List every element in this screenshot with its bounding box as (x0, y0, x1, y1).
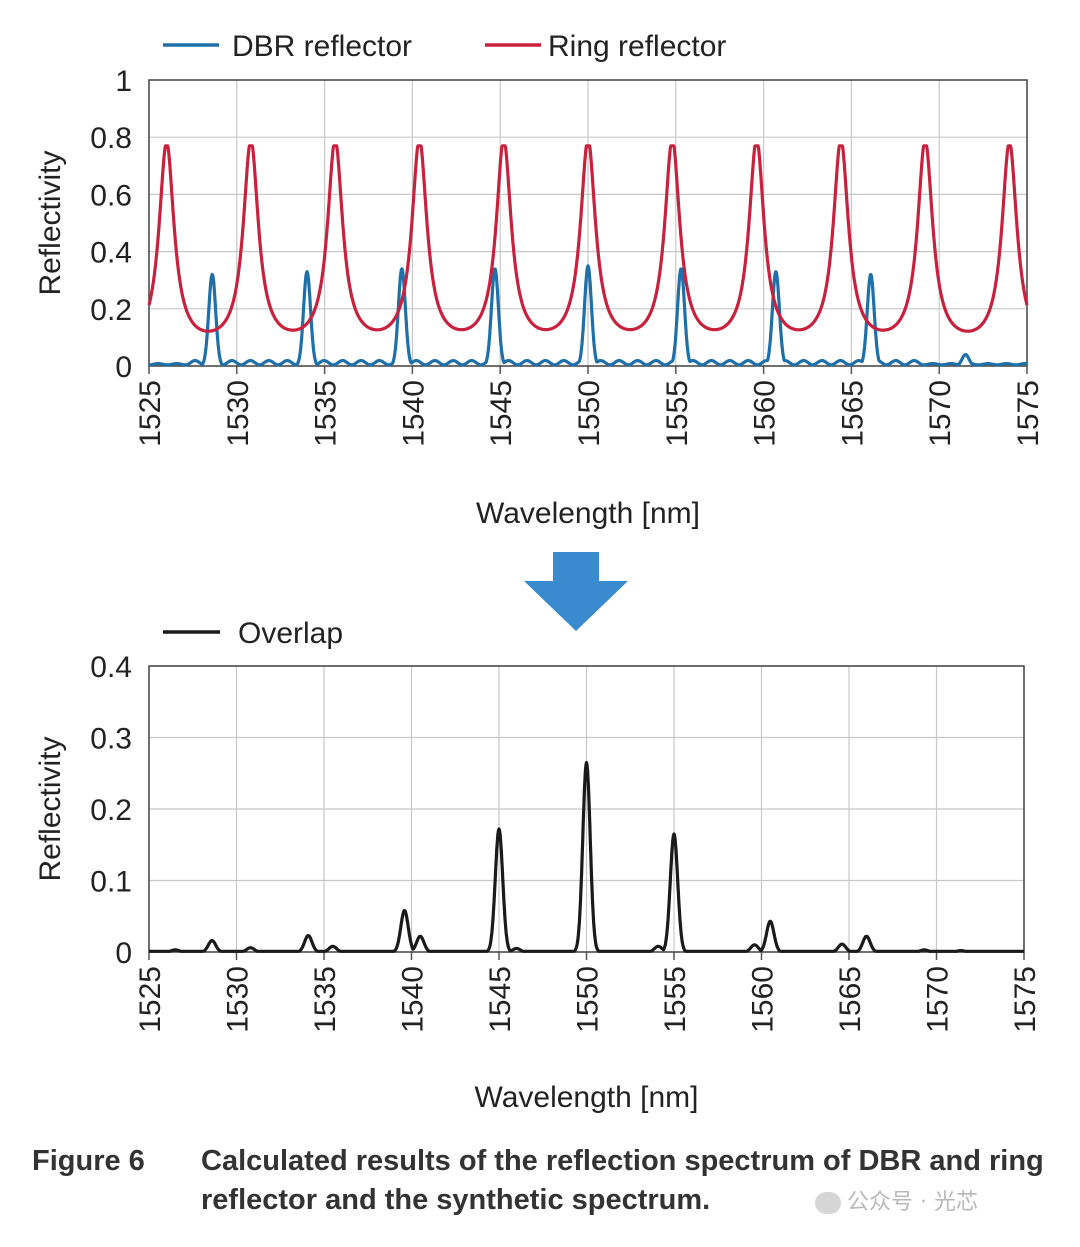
y-tick-label: 0.6 (90, 179, 132, 212)
x-tick-label: 1555 (659, 966, 692, 1033)
legend-label: DBR reflector (232, 30, 412, 63)
y-tick-label: 0.4 (90, 651, 132, 684)
y-tick-label: 0.4 (90, 237, 132, 270)
x-tick-label: 1565 (836, 380, 869, 447)
x-tick-label: 1540 (397, 966, 430, 1033)
y-tick-label: 0.1 (90, 866, 132, 899)
x-tick-label: 1530 (222, 966, 255, 1033)
down-arrow-icon (524, 552, 628, 631)
x-tick-label: 1570 (922, 966, 955, 1033)
x-tick-label: 1525 (134, 966, 167, 1033)
plot-frame (148, 665, 1025, 953)
x-tick-label: 1575 (1012, 380, 1045, 447)
y-tick-label: 0 (115, 937, 132, 970)
y-tick-label: 1 (115, 65, 132, 98)
legend-label: Ring reflector (548, 30, 726, 63)
x-tick-label: 1555 (661, 380, 694, 447)
x-tick-label: 1540 (397, 380, 430, 447)
x-axis-title: Wavelength [nm] (475, 1081, 699, 1114)
x-tick-label: 1570 (924, 380, 957, 447)
x-tick-label: 1525 (134, 380, 167, 447)
x-tick-label: 1545 (484, 966, 517, 1033)
x-tick-label: 1545 (485, 380, 518, 447)
x-tick-label: 1535 (310, 380, 343, 447)
y-tick-label: 0.3 (90, 723, 132, 756)
chart-top: 0 0.2 0.4 0.6 0.8 1 1525 1530 1535 1540 1545 1550 15… (34, 30, 1045, 530)
series-line-overlap (147, 760, 1026, 953)
watermark-text: 公众号 · 光芯 (847, 1190, 978, 1215)
y-tick-label: 0.8 (90, 122, 132, 155)
legend-label: Overlap (238, 617, 343, 650)
figure-caption-text: Calculated results of the reflection spe… (201, 1145, 1044, 1216)
y-axis-title: Reflectivity (34, 736, 67, 881)
figure-label: Figure 6 (32, 1145, 145, 1177)
x-tick-label: 1530 (222, 380, 255, 447)
x-axis-title: Wavelength [nm] (476, 497, 700, 530)
x-tick-label: 1565 (834, 966, 867, 1033)
x-tick-label: 1550 (573, 380, 606, 447)
y-tick-label: 0.2 (90, 294, 132, 327)
wechat-icon (815, 1192, 841, 1214)
series-line-ring-reflector (147, 144, 1029, 333)
y-tick-label: 0.2 (90, 794, 132, 827)
x-tick-label: 1560 (747, 966, 780, 1033)
y-tick-label: 0 (115, 351, 132, 384)
watermark: 公众号 · 光芯 (815, 1184, 978, 1216)
x-tick-label: 1550 (572, 966, 605, 1033)
x-tick-label: 1560 (749, 380, 782, 447)
plot-frame (148, 79, 1028, 367)
series-line-dbr-reflector (147, 264, 1029, 367)
x-tick-label: 1575 (1009, 966, 1042, 1033)
y-axis-title: Reflectivity (34, 150, 67, 295)
x-tick-label: 1535 (309, 966, 342, 1033)
chart-bottom: 0 0.1 0.2 0.3 0.4 1525 1530 1535 1540 1545 1550 155… (34, 617, 1042, 1114)
